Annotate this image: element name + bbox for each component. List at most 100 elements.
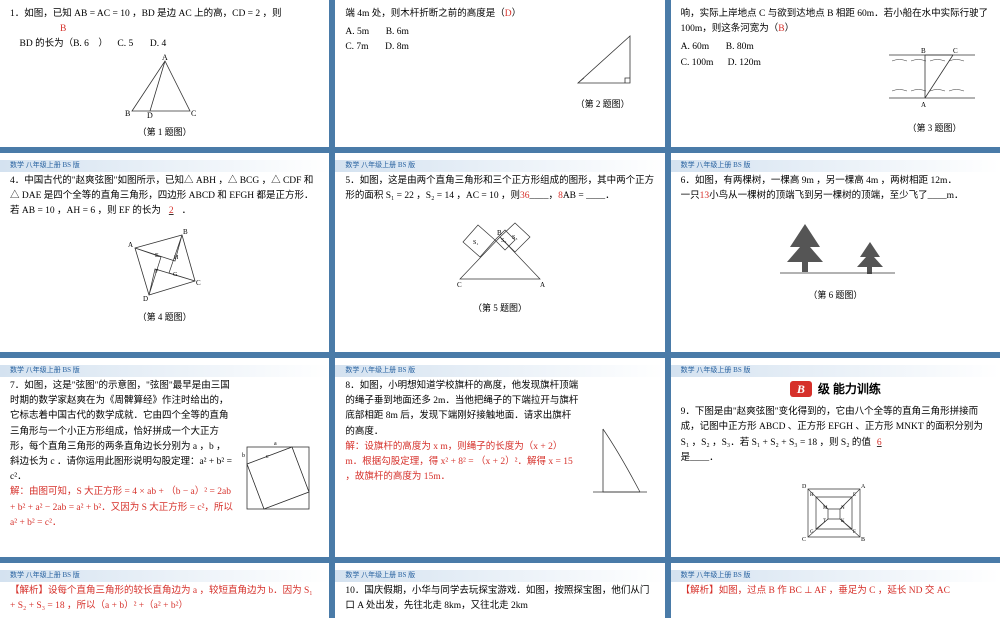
svg-text:C: C xyxy=(802,537,806,543)
svg-text:B: B xyxy=(861,537,865,543)
svg-text:H: H xyxy=(174,255,179,261)
q1-sub: BD 的长为（B. 6 ） C. 5 D. 4 xyxy=(10,37,319,52)
q10-solution: 【解析】设每个直角三角形的较长直角边为 a ，较短直角边为 b．因为 S₁ + … xyxy=(10,584,319,614)
svg-text:G: G xyxy=(173,272,178,278)
q9-figure: DABC HEFG MNKT xyxy=(681,469,990,551)
q1-answer: B xyxy=(60,24,66,34)
q3-caption: （第 3 题图） xyxy=(887,121,982,135)
svg-text:N: N xyxy=(841,506,845,511)
level-b-icon: B xyxy=(790,381,812,397)
header-7: 数学 八年级上册 BS 版 xyxy=(0,365,329,377)
svg-text:D: D xyxy=(147,111,153,120)
q8-solution: 解：设旗杆的高度为 x m，则绳子的长度为（x + 2）m．根据勾股定理，得 x… xyxy=(345,440,578,486)
svg-text:A: A xyxy=(162,53,168,62)
q7-text: 7．如图，这是"弦图"的示意图，"弦图"最早是由三国时期的数学家赵爽在为《周髀算… xyxy=(10,379,233,485)
q2-answer: D xyxy=(505,9,512,19)
header-6: 数学 八年级上册 BS 版 xyxy=(671,160,1000,172)
svg-text:E: E xyxy=(155,253,159,259)
card-11: 数学 八年级上册 BS 版 10．国庆假期，小华与同学去玩探宝游戏．如图，按照探… xyxy=(335,563,664,618)
card-4: 数学 八年级上册 BS 版 4．中国古代的"赵爽弦图"如图所示，已知△ ABH … xyxy=(0,153,329,352)
q8-text: 8．如图，小明想知道学校旗杆的高度，他发现旗杆顶端的绳子垂到地面还多 2m．当他… xyxy=(345,379,578,440)
svg-text:C: C xyxy=(457,281,462,289)
q6-answer: 13 xyxy=(700,191,710,201)
zhaoshuang-icon: ABCD EHGF xyxy=(117,223,212,303)
right-triangle-icon xyxy=(570,28,640,90)
svg-text:M: M xyxy=(823,506,828,511)
svg-text:B: B xyxy=(125,109,130,118)
svg-text:B: B xyxy=(497,229,502,237)
q2-figure xyxy=(570,28,640,96)
card-10: 数学 八年级上册 BS 版 【解析】设每个直角三角形的较长直角边为 a ，较短直… xyxy=(0,563,329,618)
q6-text2: 一只13小鸟从一棵树的顶端飞到另一棵树的顶端，至少飞了____m． xyxy=(681,189,990,204)
flagpole-icon xyxy=(585,424,655,504)
card-1: 1．如图，已知 AB = AC = 10 ，BD 是边 AC 上的高，CD = … xyxy=(0,0,329,147)
river-diagram-icon: A B C xyxy=(887,43,982,113)
worksheet-grid: 1．如图，已知 AB = AC = 10 ，BD 是边 AC 上的高，CD = … xyxy=(0,0,1000,600)
q9-answer: 6 xyxy=(871,438,888,448)
svg-text:C: C xyxy=(196,279,201,287)
q3-text: 响，实际上岸地点 C 与欲到达地点 B 相距 60m．若小船在水中实际行驶了 1… xyxy=(681,9,988,34)
card-9: 数学 八年级上册 BS 版 B 级 能力训练 9．下图是由"赵爽弦图"变化得到的，… xyxy=(671,358,1000,557)
svg-text:K: K xyxy=(841,519,845,524)
eight-triangle-icon: DABC HEFG MNKT xyxy=(788,469,883,545)
q1-text: 1．如图，已知 AB = AC = 10 ，BD 是边 AC 上的高，CD = … xyxy=(10,7,319,22)
svg-text:C: C xyxy=(191,109,196,118)
q1-figure: BDCA （第 1 题图） xyxy=(10,56,319,140)
svg-text:A: A xyxy=(861,484,866,490)
card-8: 数学 八年级上册 BS 版 8．如图，小明想知道学校旗杆的高度，他发现旗杆顶端的… xyxy=(335,358,664,557)
q2-text: 端 4m 处，则木杆折断之前的高度是（ xyxy=(345,9,504,19)
q7-solution: 解：由图可知，S 大正方形 = 4 × ab + （b − a）² = 2ab … xyxy=(10,485,233,531)
header-10: 数学 八年级上册 BS 版 xyxy=(0,570,329,582)
trees-icon xyxy=(765,212,905,280)
triangle-icon: B D C A xyxy=(120,56,210,118)
card-2: 端 4m 处，则木杆折断之前的高度是（D） A. 5m B. 6m C. 7m … xyxy=(335,0,664,147)
xiantu-icon: a b c xyxy=(239,439,319,517)
header-8: 数学 八年级上册 BS 版 xyxy=(335,365,664,377)
svg-text:b: b xyxy=(242,453,245,459)
svg-text:S₂: S₂ xyxy=(501,238,506,244)
q9-text: 9．下图是由"赵爽弦图"变化得到的，它由八个全等的直角三角形拼接而成，记图中正方… xyxy=(681,407,983,447)
q2-close: ） xyxy=(512,9,522,19)
q4-caption: （第 4 题图） xyxy=(10,310,319,324)
q6-text: 6．如图，有两棵树，一棵高 9m ，另一棵高 4m ，两树相距 12m． xyxy=(681,174,990,189)
card-5: 数学 八年级上册 BS 版 5．如图，这是由两个直角三角形和三个正方形组成的图形… xyxy=(335,153,664,352)
card-6: 数学 八年级上册 BS 版 6．如图，有两棵树，一棵高 9m ，另一棵高 4m … xyxy=(671,153,1000,352)
q5-text2: ____， xyxy=(530,191,559,201)
q11-text: 10．国庆假期，小华与同学去玩探宝游戏．如图，按照探宝图，他们从门口 A 处出发… xyxy=(345,584,654,614)
q5-caption: （第 5 题图） xyxy=(345,301,654,315)
svg-text:S₃: S₃ xyxy=(512,235,517,241)
q3-figure: A B C （第 3 题图） xyxy=(887,43,982,135)
level-badge: B 级 能力训练 xyxy=(681,380,990,399)
svg-text:F: F xyxy=(853,530,856,535)
header-9: 数学 八年级上册 BS 版 xyxy=(671,365,1000,377)
q12-solution: 【解析】如图，过点 B 作 BC ⊥ AF ，垂足为 C ，延长 ND 交 AC xyxy=(681,584,990,599)
q4-figure: ABCD EHGF （第 4 题图） xyxy=(10,223,319,325)
card-7: 数学 八年级上册 BS 版 7．如图，这是"弦图"的示意图，"弦图"最早是由三国… xyxy=(0,358,329,557)
svg-text:C: C xyxy=(953,47,958,55)
q3-options: A. 60m B. 80m C. 100m D. 120m xyxy=(681,40,761,135)
svg-text:G: G xyxy=(810,530,814,535)
q2-caption: （第 2 题图） xyxy=(576,97,630,111)
q6-figure: （第 6 题图） xyxy=(681,212,990,302)
svg-text:c: c xyxy=(266,454,269,460)
header-5: 数学 八年级上册 BS 版 xyxy=(335,160,664,172)
level-text: 级 能力训练 xyxy=(818,382,881,396)
svg-text:a: a xyxy=(274,441,277,447)
svg-text:B: B xyxy=(921,47,926,55)
q2-options: A. 5m B. 6m C. 7m D. 8m xyxy=(345,25,409,96)
q6-caption: （第 6 题图） xyxy=(681,288,990,302)
svg-text:D: D xyxy=(802,484,807,490)
q4-answer: 2 xyxy=(161,206,182,216)
q5-text3: AB = ____． xyxy=(563,191,615,201)
svg-text:S₁: S₁ xyxy=(473,240,478,246)
svg-text:D: D xyxy=(143,295,148,303)
q3-close: ） xyxy=(785,24,795,34)
svg-text:A: A xyxy=(128,241,133,249)
card-3: 响，实际上岸地点 C 与欲到达地点 B 相距 60m．若小船在水中实际行驶了 1… xyxy=(671,0,1000,147)
svg-text:A: A xyxy=(921,101,926,109)
q5-figure: CBA S₁S₂S₃ （第 5 题图） xyxy=(345,207,654,315)
svg-text:B: B xyxy=(183,228,188,236)
header-4: 数学 八年级上册 BS 版 xyxy=(0,160,329,172)
header-12: 数学 八年级上册 BS 版 xyxy=(671,570,1000,582)
header-11: 数学 八年级上册 BS 版 xyxy=(335,570,664,582)
